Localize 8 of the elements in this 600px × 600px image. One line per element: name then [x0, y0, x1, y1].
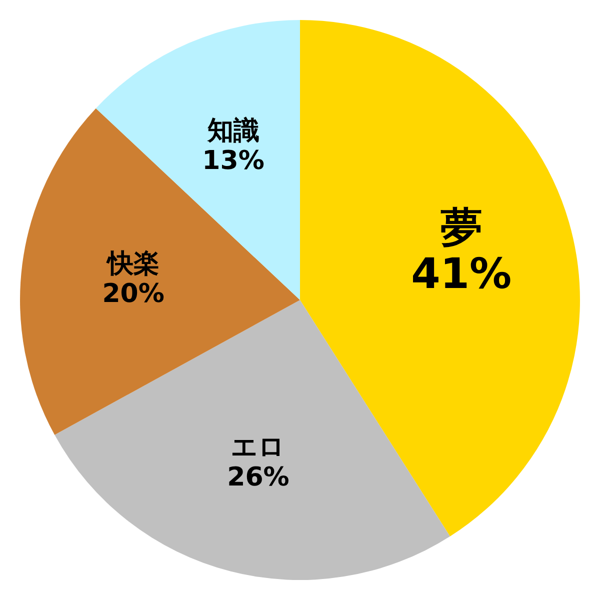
pie-slice	[300, 20, 580, 536]
data-label: 20%	[102, 278, 164, 309]
slice-label: エロ	[231, 432, 286, 463]
data-label: 13%	[202, 146, 264, 176]
slice-label: 知識	[206, 116, 260, 146]
slice-label: 快楽	[105, 248, 160, 279]
pie-slice	[20, 108, 300, 435]
data-label: 26%	[227, 462, 290, 493]
